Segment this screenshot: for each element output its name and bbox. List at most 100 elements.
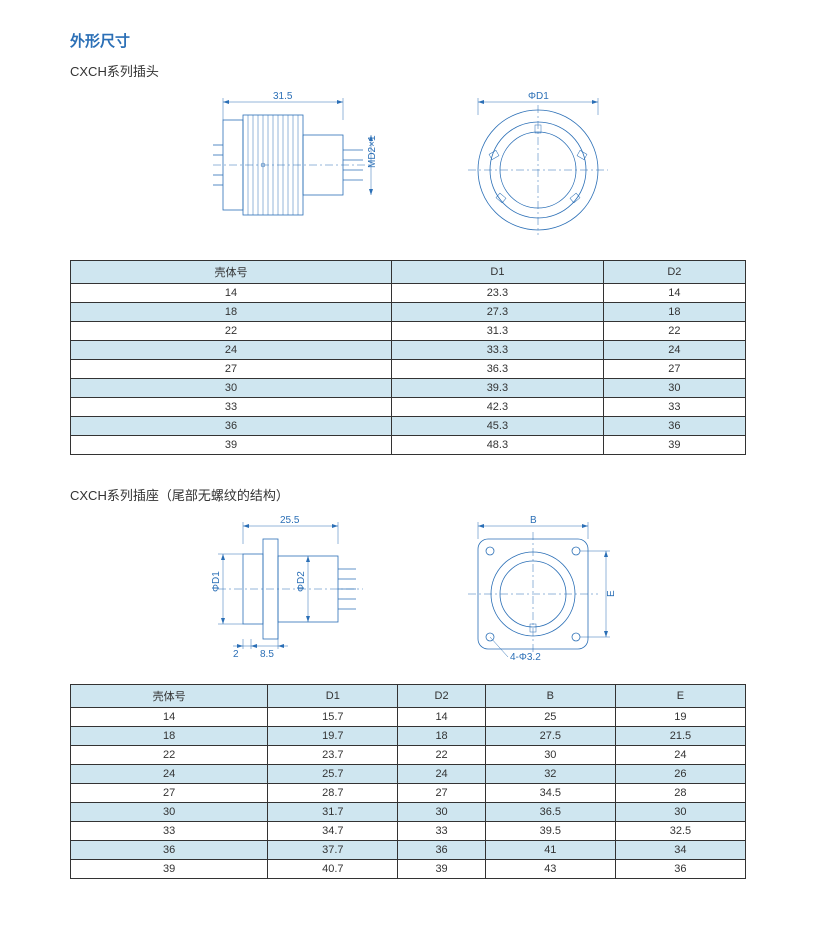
table-cell: 27.5: [485, 727, 615, 746]
table-cell: 27: [71, 360, 392, 379]
table-row: 2433.324: [71, 341, 746, 360]
subsection-title-1: CXCH系列插头: [70, 61, 746, 80]
table-cell: 23.3: [392, 284, 604, 303]
table-cell: 34.5: [485, 784, 615, 803]
table-cell: 36: [398, 841, 485, 860]
table-cell: 24: [398, 765, 485, 784]
table-cell: 36: [603, 417, 745, 436]
table-cell: 33: [71, 398, 392, 417]
table-cell: 34: [615, 841, 745, 860]
table-cell: 36: [71, 417, 392, 436]
col-header: D1: [268, 685, 398, 708]
table-cell: 39: [71, 860, 268, 879]
table-row: 2223.7223024: [71, 746, 746, 765]
table-cell: 30: [71, 379, 392, 398]
dim-label: E: [606, 590, 617, 597]
table-cell: 36: [615, 860, 745, 879]
table-cell: 25: [485, 708, 615, 727]
table-cell: 14: [603, 284, 745, 303]
table-cell: 39: [71, 436, 392, 455]
table-cell: 18: [71, 303, 392, 322]
socket-front-diagram: B E 4-Φ3.2: [448, 514, 628, 664]
col-header: 壳体号: [71, 685, 268, 708]
subsection-title-2: CXCH系列插座（尾部无螺纹的结构）: [70, 485, 746, 504]
table-row: 3342.333: [71, 398, 746, 417]
table-cell: 27: [71, 784, 268, 803]
table-row: 1423.314: [71, 284, 746, 303]
table-row: 3940.7394336: [71, 860, 746, 879]
plug-side-diagram: 31.5 MD2×1: [193, 90, 393, 240]
table-cell: 24: [71, 765, 268, 784]
table-row: 1415.7142519: [71, 708, 746, 727]
table-cell: 39: [603, 436, 745, 455]
table-cell: 15.7: [268, 708, 398, 727]
table-cell: 19: [615, 708, 745, 727]
table-cell: 30: [485, 746, 615, 765]
dim-label: MD2×1: [367, 135, 378, 168]
dim-label: ΦD2: [296, 571, 307, 592]
table-cell: 36.3: [392, 360, 604, 379]
table-cell: 18: [71, 727, 268, 746]
col-header: B: [485, 685, 615, 708]
table-cell: 31.7: [268, 803, 398, 822]
table-cell: 30: [615, 803, 745, 822]
table-cell: 22: [71, 322, 392, 341]
table-cell: 42.3: [392, 398, 604, 417]
diagram-row-1: 31.5 MD2×1: [70, 90, 746, 240]
table-cell: 33: [398, 822, 485, 841]
dim-label: ΦD1: [211, 571, 222, 592]
dim-label: 4-Φ3.2: [510, 652, 541, 663]
table-cell: 39: [398, 860, 485, 879]
table-header-row: 壳体号 D1 D2: [71, 261, 746, 284]
table-cell: 43: [485, 860, 615, 879]
table-cell: 41: [485, 841, 615, 860]
table-cell: 21.5: [615, 727, 745, 746]
table-2: 壳体号 D1 D2 B E 1415.71425191819.71827.521…: [70, 684, 746, 879]
col-header: E: [615, 685, 745, 708]
table-cell: 27.3: [392, 303, 604, 322]
plug-front-diagram: ΦD1: [453, 90, 623, 240]
table-cell: 18: [398, 727, 485, 746]
col-header: 壳体号: [71, 261, 392, 284]
table-cell: 32: [485, 765, 615, 784]
table-cell: 28: [615, 784, 745, 803]
table-cell: 40.7: [268, 860, 398, 879]
table-cell: 45.3: [392, 417, 604, 436]
table-cell: 24: [71, 341, 392, 360]
table-cell: 22: [398, 746, 485, 765]
table-row: 2728.72734.528: [71, 784, 746, 803]
table-row: 2425.7243226: [71, 765, 746, 784]
table-cell: 34.7: [268, 822, 398, 841]
table-cell: 23.7: [268, 746, 398, 765]
table-cell: 18: [603, 303, 745, 322]
table-1: 壳体号 D1 D2 1423.3141827.3182231.3222433.3…: [70, 260, 746, 455]
table-cell: 37.7: [268, 841, 398, 860]
table-row: 3039.330: [71, 379, 746, 398]
table-cell: 26: [615, 765, 745, 784]
table-cell: 30: [398, 803, 485, 822]
socket-side-diagram: 25.5 ΦD1 ΦD2 2 8.5: [188, 514, 388, 664]
table-cell: 19.7: [268, 727, 398, 746]
table-cell: 14: [71, 284, 392, 303]
table-cell: 25.7: [268, 765, 398, 784]
table-row: 1819.71827.521.5: [71, 727, 746, 746]
table-row: 2736.327: [71, 360, 746, 379]
table-row: 3031.73036.530: [71, 803, 746, 822]
table-cell: 27: [603, 360, 745, 379]
table-cell: 22: [603, 322, 745, 341]
table-row: 2231.322: [71, 322, 746, 341]
table-cell: 32.5: [615, 822, 745, 841]
dim-label: B: [530, 515, 537, 526]
dim-label: 2: [233, 649, 239, 660]
col-header: D2: [398, 685, 485, 708]
table-cell: 39.3: [392, 379, 604, 398]
table-cell: 33: [603, 398, 745, 417]
dim-label: 31.5: [273, 91, 293, 102]
table-cell: 14: [71, 708, 268, 727]
col-header: D2: [603, 261, 745, 284]
table-cell: 48.3: [392, 436, 604, 455]
table-cell: 36: [71, 841, 268, 860]
table-cell: 33: [71, 822, 268, 841]
col-header: D1: [392, 261, 604, 284]
table-row: 3645.336: [71, 417, 746, 436]
